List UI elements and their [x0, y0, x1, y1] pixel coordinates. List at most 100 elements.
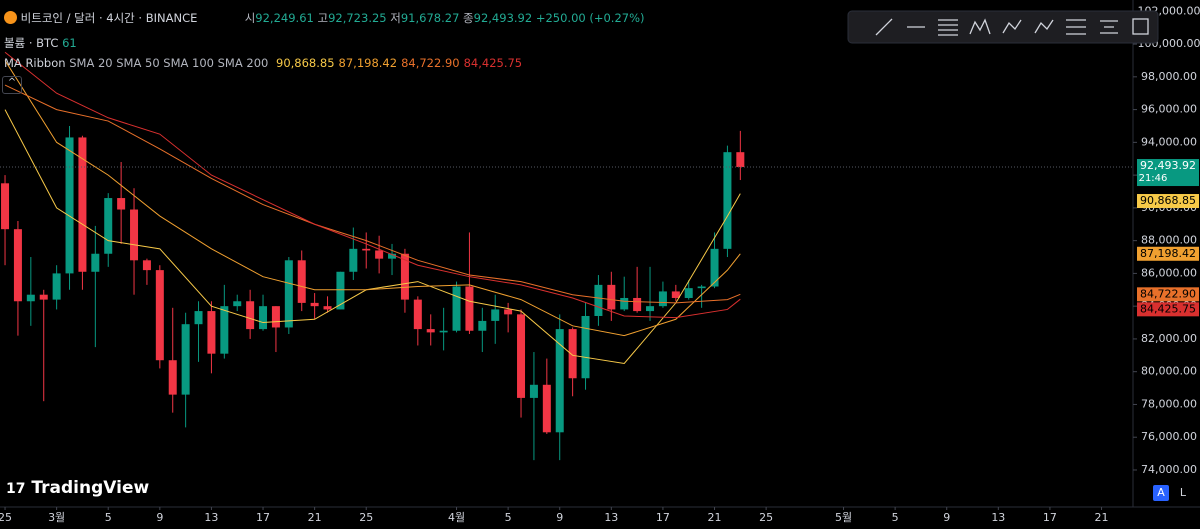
fib-icon[interactable] — [938, 19, 958, 36]
candle-body — [452, 286, 461, 331]
ma-tag — [1137, 194, 1199, 209]
candle-body — [723, 152, 732, 249]
x-tick-label: 13 — [204, 511, 218, 524]
x-tick-label: 25 — [0, 511, 12, 524]
candle-body — [310, 302, 319, 307]
candle-body — [504, 309, 513, 315]
ma-params: SMA 20 SMA 50 SMA 100 SMA 200 — [69, 56, 269, 70]
candle-body — [684, 288, 693, 298]
ma-line — [4, 84, 741, 304]
candle-body — [491, 309, 500, 321]
low: 91,678.27 — [400, 11, 460, 25]
ma-label: MA Ribbon — [4, 56, 66, 70]
candle-body — [620, 297, 629, 310]
candle-body — [426, 329, 435, 333]
close: 92,493.92 — [473, 11, 533, 25]
change: +250.00 (+0.27%) — [535, 11, 645, 25]
y-tick-label: 76,000.00 — [1141, 430, 1197, 443]
ma-value: 84,425.75 — [463, 56, 523, 70]
candle-body — [259, 306, 268, 330]
candle-body — [52, 273, 61, 300]
candle-body — [220, 306, 229, 354]
ma-row: MA Ribbon SMA 20 SMA 50 SMA 100 SMA 200 … — [4, 56, 522, 70]
price-tag — [1137, 159, 1199, 187]
candle-body — [207, 311, 216, 354]
candle-body — [375, 250, 384, 259]
candle-body — [142, 260, 151, 271]
ma-line — [4, 109, 741, 365]
candle-body — [658, 291, 667, 307]
ma-tag — [1137, 302, 1199, 317]
ma-values: 90,868.85 87,198.42 84,722.90 84,425.75 — [272, 56, 522, 70]
x-tick-label: 9 — [943, 511, 950, 524]
x-tick-label: 21 — [308, 511, 322, 524]
log-scale[interactable]: L — [1179, 486, 1187, 499]
wave-icon[interactable] — [1002, 19, 1022, 34]
volume: 61 — [62, 36, 77, 50]
candle-body — [194, 311, 203, 325]
rect-icon[interactable] — [1132, 18, 1149, 35]
symbol[interactable]: 비트코인 / 달러 · 4시간 · BINANCE — [20, 11, 198, 25]
ma-value: 87,198.42 — [338, 56, 398, 70]
trend-icon[interactable] — [875, 18, 893, 36]
candle-body — [13, 229, 22, 302]
x-tick-label: 9 — [556, 511, 563, 524]
logo-icon: 17 — [6, 481, 26, 497]
x-tick-label: 25 — [759, 511, 773, 524]
x-tick-label: 5 — [105, 511, 112, 524]
ma-tag-label: 90,868.85 — [1140, 194, 1196, 207]
candle-body — [388, 253, 397, 259]
x-tick-label: 3월 — [48, 511, 65, 524]
abc-icon[interactable] — [1034, 19, 1054, 34]
x-tick-label: 17 — [1043, 511, 1057, 524]
ma-tag-label: 84,722.90 — [1140, 287, 1196, 300]
candle-body — [400, 253, 409, 300]
x-tick-label: 17 — [256, 511, 270, 524]
toolbar-bg — [847, 10, 1159, 44]
high: 92,723.25 — [328, 11, 387, 25]
x-tick-label: 21 — [1095, 511, 1109, 524]
candle-body — [246, 301, 255, 330]
candle-body — [568, 329, 577, 379]
y-tick-label: 82,000.00 — [1141, 332, 1197, 345]
candle-body — [607, 284, 616, 310]
candle-body — [336, 271, 345, 310]
candle-body — [529, 384, 538, 398]
y-tick-label: 86,000.00 — [1141, 266, 1197, 279]
ma-line — [4, 51, 741, 319]
pattern-icon[interactable] — [969, 18, 991, 35]
y-tick-label: 80,000.00 — [1141, 365, 1197, 378]
price-tag-time: 21:46 — [1139, 173, 1168, 184]
collapse-button[interactable]: ^ — [2, 76, 22, 94]
candle-body — [594, 284, 603, 316]
candle-body — [517, 314, 526, 398]
x-tick-label: 5 — [505, 511, 512, 524]
ma-value: 84,722.90 — [401, 56, 460, 70]
coin-icon — [4, 11, 17, 24]
auto-scale[interactable]: A — [1153, 485, 1169, 501]
candle-body — [117, 198, 126, 210]
candle-body — [581, 315, 590, 379]
candle-body — [465, 286, 474, 331]
y-tick-label: 88,000.00 — [1141, 234, 1197, 247]
x-tick-label: 5 — [892, 511, 899, 524]
y-tick-label: 96,000.00 — [1141, 103, 1197, 116]
candle-body — [439, 330, 448, 333]
y-tick-label: 98,000.00 — [1141, 70, 1197, 83]
y-tick-label: 78,000.00 — [1141, 397, 1197, 410]
ma-tag-label: 84,425.75 — [1140, 302, 1196, 315]
candle-body — [1, 183, 10, 230]
candle-body — [91, 253, 100, 272]
measure-icon[interactable] — [1100, 20, 1118, 34]
range-icon[interactable] — [1066, 19, 1086, 35]
l-label: 저 — [390, 11, 401, 25]
candle-body — [78, 137, 87, 272]
candle-body — [478, 320, 487, 331]
x-tick-label: 17 — [656, 511, 670, 524]
ma-value: 90,868.85 — [276, 56, 335, 70]
c-label: 종 — [463, 11, 474, 25]
candle-body — [349, 248, 358, 272]
price-tag-label: 92,493.92 — [1140, 159, 1196, 172]
